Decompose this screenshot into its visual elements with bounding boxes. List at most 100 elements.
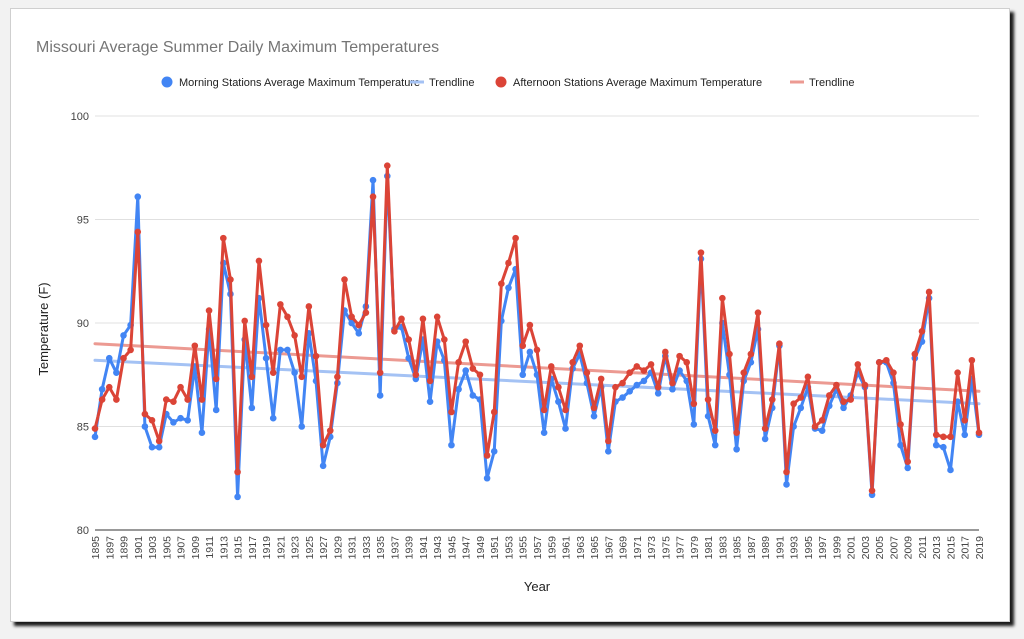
x-tick-label: 1949	[475, 536, 487, 560]
x-tick-label: 1977	[675, 536, 687, 560]
x-tick-label: 1973	[646, 536, 658, 560]
data-point	[91, 433, 99, 441]
data-point	[469, 392, 477, 399]
x-tick-label: 1985	[732, 536, 744, 560]
data-point	[319, 441, 327, 449]
legend[interactable]: Morning Stations Average Maximum Tempera…	[161, 76, 855, 90]
data-point	[747, 350, 755, 358]
data-point	[483, 474, 491, 482]
x-tick-label: 1961	[561, 536, 573, 560]
x-tick-label: 1925	[304, 536, 316, 560]
data-point	[512, 234, 519, 242]
data-point	[227, 276, 234, 283]
data-point	[961, 416, 969, 424]
data-point	[462, 367, 470, 374]
data-point	[733, 429, 740, 437]
x-tick-label: 1945	[446, 536, 458, 560]
data-point	[269, 414, 277, 422]
x-tick-label: 1981	[703, 536, 715, 560]
data-point	[704, 396, 712, 403]
data-point	[490, 448, 498, 455]
data-point	[205, 307, 213, 314]
x-tick-label: 1915	[233, 536, 245, 560]
legend-label[interactable]: Morning Stations Average Maximum Tempera…	[179, 77, 420, 89]
x-tick-label: 1935	[375, 536, 387, 560]
x-tick-label: 1997	[817, 536, 829, 560]
data-point	[654, 383, 662, 391]
x-tick-label: 2009	[903, 536, 915, 560]
x-tick-label: 1937	[389, 536, 401, 560]
x-tick-label: 2007	[888, 536, 900, 560]
y-tick-label: 85	[77, 422, 89, 434]
data-point	[868, 487, 876, 494]
y-axis-ticks: 80 85 90 95 100	[71, 111, 89, 537]
data-point	[284, 313, 291, 321]
x-tick-label: 1907	[176, 536, 188, 560]
y-tick-label: 90	[77, 318, 89, 330]
x-tick-label: 1929	[332, 536, 344, 560]
gridlines	[95, 115, 979, 531]
data-point	[818, 427, 826, 434]
data-point	[918, 327, 926, 335]
data-point	[241, 317, 249, 325]
data-point	[198, 396, 206, 403]
data-point	[505, 284, 512, 292]
legend-marker	[161, 76, 173, 88]
data-point	[383, 162, 391, 169]
data-point	[797, 394, 805, 401]
data-point	[619, 394, 626, 401]
x-tick-label: 1993	[789, 536, 801, 560]
data-point	[341, 276, 348, 283]
data-point	[113, 396, 120, 403]
chart-frame: Missouri Average Summer Daily Maximum Te…	[10, 8, 1010, 622]
data-point	[234, 493, 241, 501]
data-point	[376, 392, 384, 399]
x-tick-label: 1995	[803, 536, 815, 560]
data-point	[547, 363, 555, 370]
data-point	[198, 429, 206, 437]
data-point	[348, 319, 355, 327]
data-point	[298, 423, 306, 430]
data-point	[947, 466, 954, 474]
data-point	[975, 429, 983, 437]
data-point	[426, 377, 434, 385]
x-tick-label: 1941	[418, 536, 430, 560]
data-point	[590, 412, 598, 420]
data-point	[355, 330, 363, 337]
data-point	[854, 361, 862, 368]
data-point	[776, 340, 783, 348]
x-tick-label: 1953	[503, 536, 515, 560]
legend-label[interactable]: Afternoon Stations Average Maximum Tempe…	[513, 77, 762, 89]
data-point	[120, 354, 127, 362]
data-point	[291, 332, 298, 339]
x-tick-label: 1931	[347, 536, 359, 560]
data-point	[633, 381, 641, 389]
x-tick-label: 1967	[603, 536, 615, 560]
data-point	[255, 257, 263, 265]
chart-svg: Missouri Average Summer Daily Maximum Te…	[36, 39, 986, 594]
data-point	[348, 313, 355, 321]
x-tick-label: 1951	[489, 536, 501, 560]
data-point	[761, 435, 769, 443]
y-axis-title: Temperature (F)	[36, 282, 51, 375]
x-tick-label: 2003	[860, 536, 872, 560]
data-point	[719, 294, 726, 302]
data-point	[291, 369, 298, 376]
data-point	[562, 406, 569, 414]
data-point	[825, 392, 833, 399]
data-point	[940, 433, 947, 441]
data-point	[162, 396, 170, 403]
data-point	[483, 452, 491, 459]
legend-label[interactable]: Trendline	[809, 77, 854, 89]
x-tick-label: 1909	[190, 536, 202, 560]
legend-label[interactable]: Trendline	[429, 77, 474, 89]
data-point	[569, 359, 576, 366]
data-point	[654, 390, 662, 397]
data-point	[526, 348, 534, 356]
data-point	[626, 369, 633, 376]
data-point	[455, 385, 462, 393]
data-point	[676, 352, 683, 360]
x-tick-label: 1959	[546, 536, 558, 560]
data-point	[519, 342, 527, 350]
data-point	[783, 468, 790, 476]
